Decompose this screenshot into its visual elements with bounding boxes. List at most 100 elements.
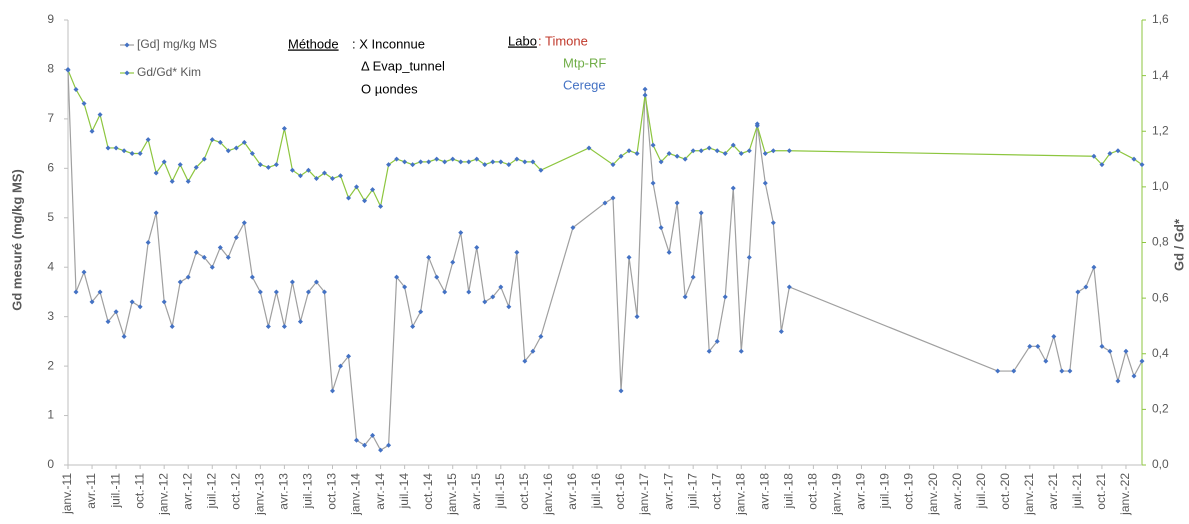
- series-marker: [217, 244, 223, 250]
- x-tick-label: avr.-16: [565, 473, 579, 510]
- series-marker: [354, 184, 360, 190]
- series-marker: [434, 274, 440, 280]
- series-marker: [209, 264, 215, 270]
- annotation: : Timone: [538, 33, 588, 48]
- series-marker: [426, 159, 432, 165]
- series-marker: [786, 284, 792, 290]
- series-marker: [329, 388, 335, 394]
- series-marker: [65, 67, 71, 73]
- series-marker: [1091, 153, 1097, 159]
- x-tick-label: oct.-11: [132, 473, 146, 509]
- series-marker: [73, 289, 79, 295]
- x-tick-label: janv.-21: [1022, 473, 1036, 516]
- x-tick-label: juil.-11: [108, 473, 122, 509]
- series-marker: [1035, 343, 1041, 349]
- series-marker: [329, 176, 335, 182]
- x-tick-label: avr.-11: [84, 473, 98, 509]
- series-marker: [498, 284, 504, 290]
- series-marker: [738, 348, 744, 354]
- series-marker: [153, 210, 159, 216]
- series-marker: [538, 333, 544, 339]
- series-marker: [185, 178, 191, 184]
- series-marker: [754, 123, 760, 129]
- series-line: [67, 69, 1143, 452]
- x-tick-label: oct.-17: [709, 473, 723, 510]
- legend-label: [Gd] mg/kg MS: [137, 37, 217, 51]
- series-marker: [714, 338, 720, 344]
- series-marker: [313, 279, 319, 285]
- series-marker: [762, 151, 768, 156]
- series-marker: [1131, 156, 1137, 162]
- series-marker: [450, 156, 456, 162]
- series-marker: [1099, 162, 1105, 168]
- series-marker: [442, 289, 448, 295]
- series-marker: [249, 151, 255, 156]
- series-marker: [466, 159, 472, 165]
- series-marker: [522, 159, 528, 165]
- legend-label: Gd/Gd* Kim: [137, 65, 201, 79]
- y2-tick-label: 1,4: [1152, 68, 1169, 82]
- x-tick-label: juil.-13: [301, 473, 315, 510]
- series-marker: [650, 142, 656, 148]
- series-marker: [450, 259, 456, 265]
- series-marker: [89, 128, 95, 134]
- series-marker: [305, 289, 311, 295]
- y-tick-label: 1: [47, 408, 54, 422]
- series-marker: [1131, 373, 1137, 379]
- series-marker: [418, 309, 424, 315]
- series-marker: [674, 200, 680, 206]
- x-tick-label: oct.-18: [806, 473, 820, 510]
- x-tick-label: juil.-12: [204, 473, 218, 510]
- series-marker: [1011, 368, 1017, 374]
- series-marker: [1099, 343, 1105, 349]
- series-marker: [145, 240, 151, 245]
- series-marker: [610, 195, 616, 201]
- series-marker: [626, 148, 632, 154]
- series-marker: [105, 145, 111, 151]
- series-marker: [257, 289, 263, 295]
- series-marker: [161, 159, 167, 165]
- annotation: Labo: [508, 33, 537, 48]
- y2-tick-label: 1,6: [1152, 12, 1169, 26]
- series-marker: [682, 156, 688, 162]
- x-tick-label: oct.-20: [998, 473, 1012, 510]
- series-marker: [698, 148, 704, 154]
- series-marker: [474, 156, 480, 162]
- series-marker: [338, 173, 344, 179]
- series-marker: [410, 162, 416, 168]
- x-tick-label: janv.-18: [733, 473, 747, 516]
- series-marker: [658, 159, 664, 165]
- annotation: Mtp-RF: [563, 55, 606, 70]
- series-marker: [1107, 348, 1113, 354]
- series-marker: [1123, 348, 1129, 354]
- series-marker: [426, 254, 432, 260]
- series-marker: [650, 180, 656, 186]
- x-tick-label: avr.-13: [277, 473, 291, 510]
- series-marker: [698, 210, 704, 216]
- series-marker: [177, 279, 183, 285]
- series-marker: [169, 178, 175, 184]
- x-tick-label: janv.-16: [541, 473, 555, 516]
- series-marker: [738, 151, 744, 156]
- series-marker: [185, 274, 191, 280]
- series-marker: [241, 139, 247, 145]
- x-tick-label: juil.-15: [493, 473, 507, 510]
- series-marker: [538, 167, 544, 173]
- series-marker: [506, 162, 512, 168]
- x-tick-label: oct.-13: [325, 473, 339, 510]
- series-marker: [618, 388, 624, 394]
- series-marker: [362, 442, 368, 448]
- series-marker: [762, 180, 768, 186]
- series-marker: [297, 319, 303, 325]
- series-marker: [386, 162, 392, 168]
- series-marker: [161, 299, 167, 305]
- x-tick-label: juil.-20: [974, 473, 988, 510]
- x-tick-label: avr.-21: [1046, 473, 1060, 510]
- series-marker: [506, 304, 512, 310]
- series-marker: [233, 235, 239, 241]
- series-marker: [265, 164, 271, 170]
- series-marker: [338, 363, 344, 369]
- series-marker: [642, 92, 648, 98]
- series-marker: [682, 294, 688, 300]
- series-marker: [434, 156, 440, 162]
